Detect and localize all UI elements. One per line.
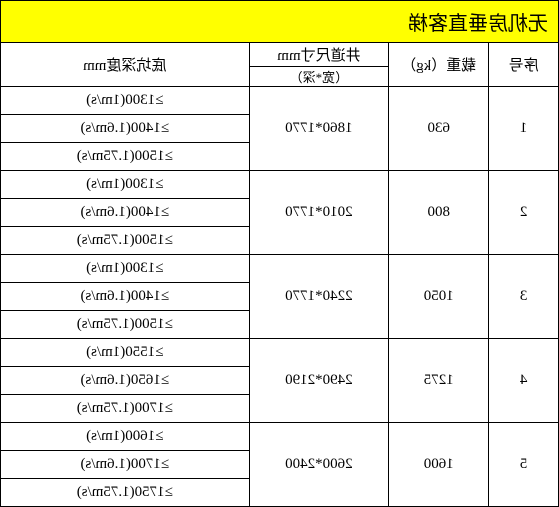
cell-depth: ≥1400(1.6m/s) [1,115,250,143]
elevator-specs-table: 序号 载重（kg） 井道尺寸mm 底坑深度mm （宽*深） 1 630 1860… [0,42,559,507]
cell-depth: ≥1400(1.6m/s) [1,199,250,227]
cell-seq: 1 [489,87,559,171]
header-seq: 序号 [489,43,559,87]
cell-depth: ≥1600(1m/s) [1,423,250,451]
cell-depth: ≥1500(1.75m/s) [1,227,250,255]
cell-weight: 1600 [389,423,489,507]
header-depth: 底坑深度mm [1,43,250,87]
cell-shaft: 2010*1770 [249,171,389,255]
cell-depth: ≥1300(1m/s) [1,87,250,115]
cell-depth: ≥1500(1.75m/s) [1,311,250,339]
title: 无机房垂直客梯 [0,0,559,42]
cell-shaft: 2490*2190 [249,339,389,423]
cell-seq: 4 [489,339,559,423]
cell-depth: ≥1750(1.75m/s) [1,479,250,507]
cell-shaft: 1860*1770 [249,87,389,171]
cell-weight: 800 [389,171,489,255]
cell-depth: ≥1500(1.75m/s) [1,143,250,171]
header-weight: 载重（kg） [389,43,489,87]
cell-depth: ≥1700(1.75m/s) [1,395,250,423]
cell-weight: 1050 [389,255,489,339]
cell-depth: ≥1300(1m/s) [1,255,250,283]
cell-depth: ≥1650(1.6m/s) [1,367,250,395]
cell-depth: ≥1400(1.6m/s) [1,283,250,311]
header-shaft: 井道尺寸mm [249,43,389,67]
header-shaft-sub: （宽*深） [249,67,389,87]
cell-seq: 2 [489,171,559,255]
cell-weight: 1275 [389,339,489,423]
cell-weight: 630 [389,87,489,171]
cell-depth: ≥1700(1.6m/s) [1,451,250,479]
cell-depth: ≥1550(1m/s) [1,339,250,367]
cell-seq: 3 [489,255,559,339]
cell-shaft: 2240*1770 [249,255,389,339]
cell-depth: ≥1300(1m/s) [1,171,250,199]
cell-seq: 5 [489,423,559,507]
cell-shaft: 2600*2400 [249,423,389,507]
